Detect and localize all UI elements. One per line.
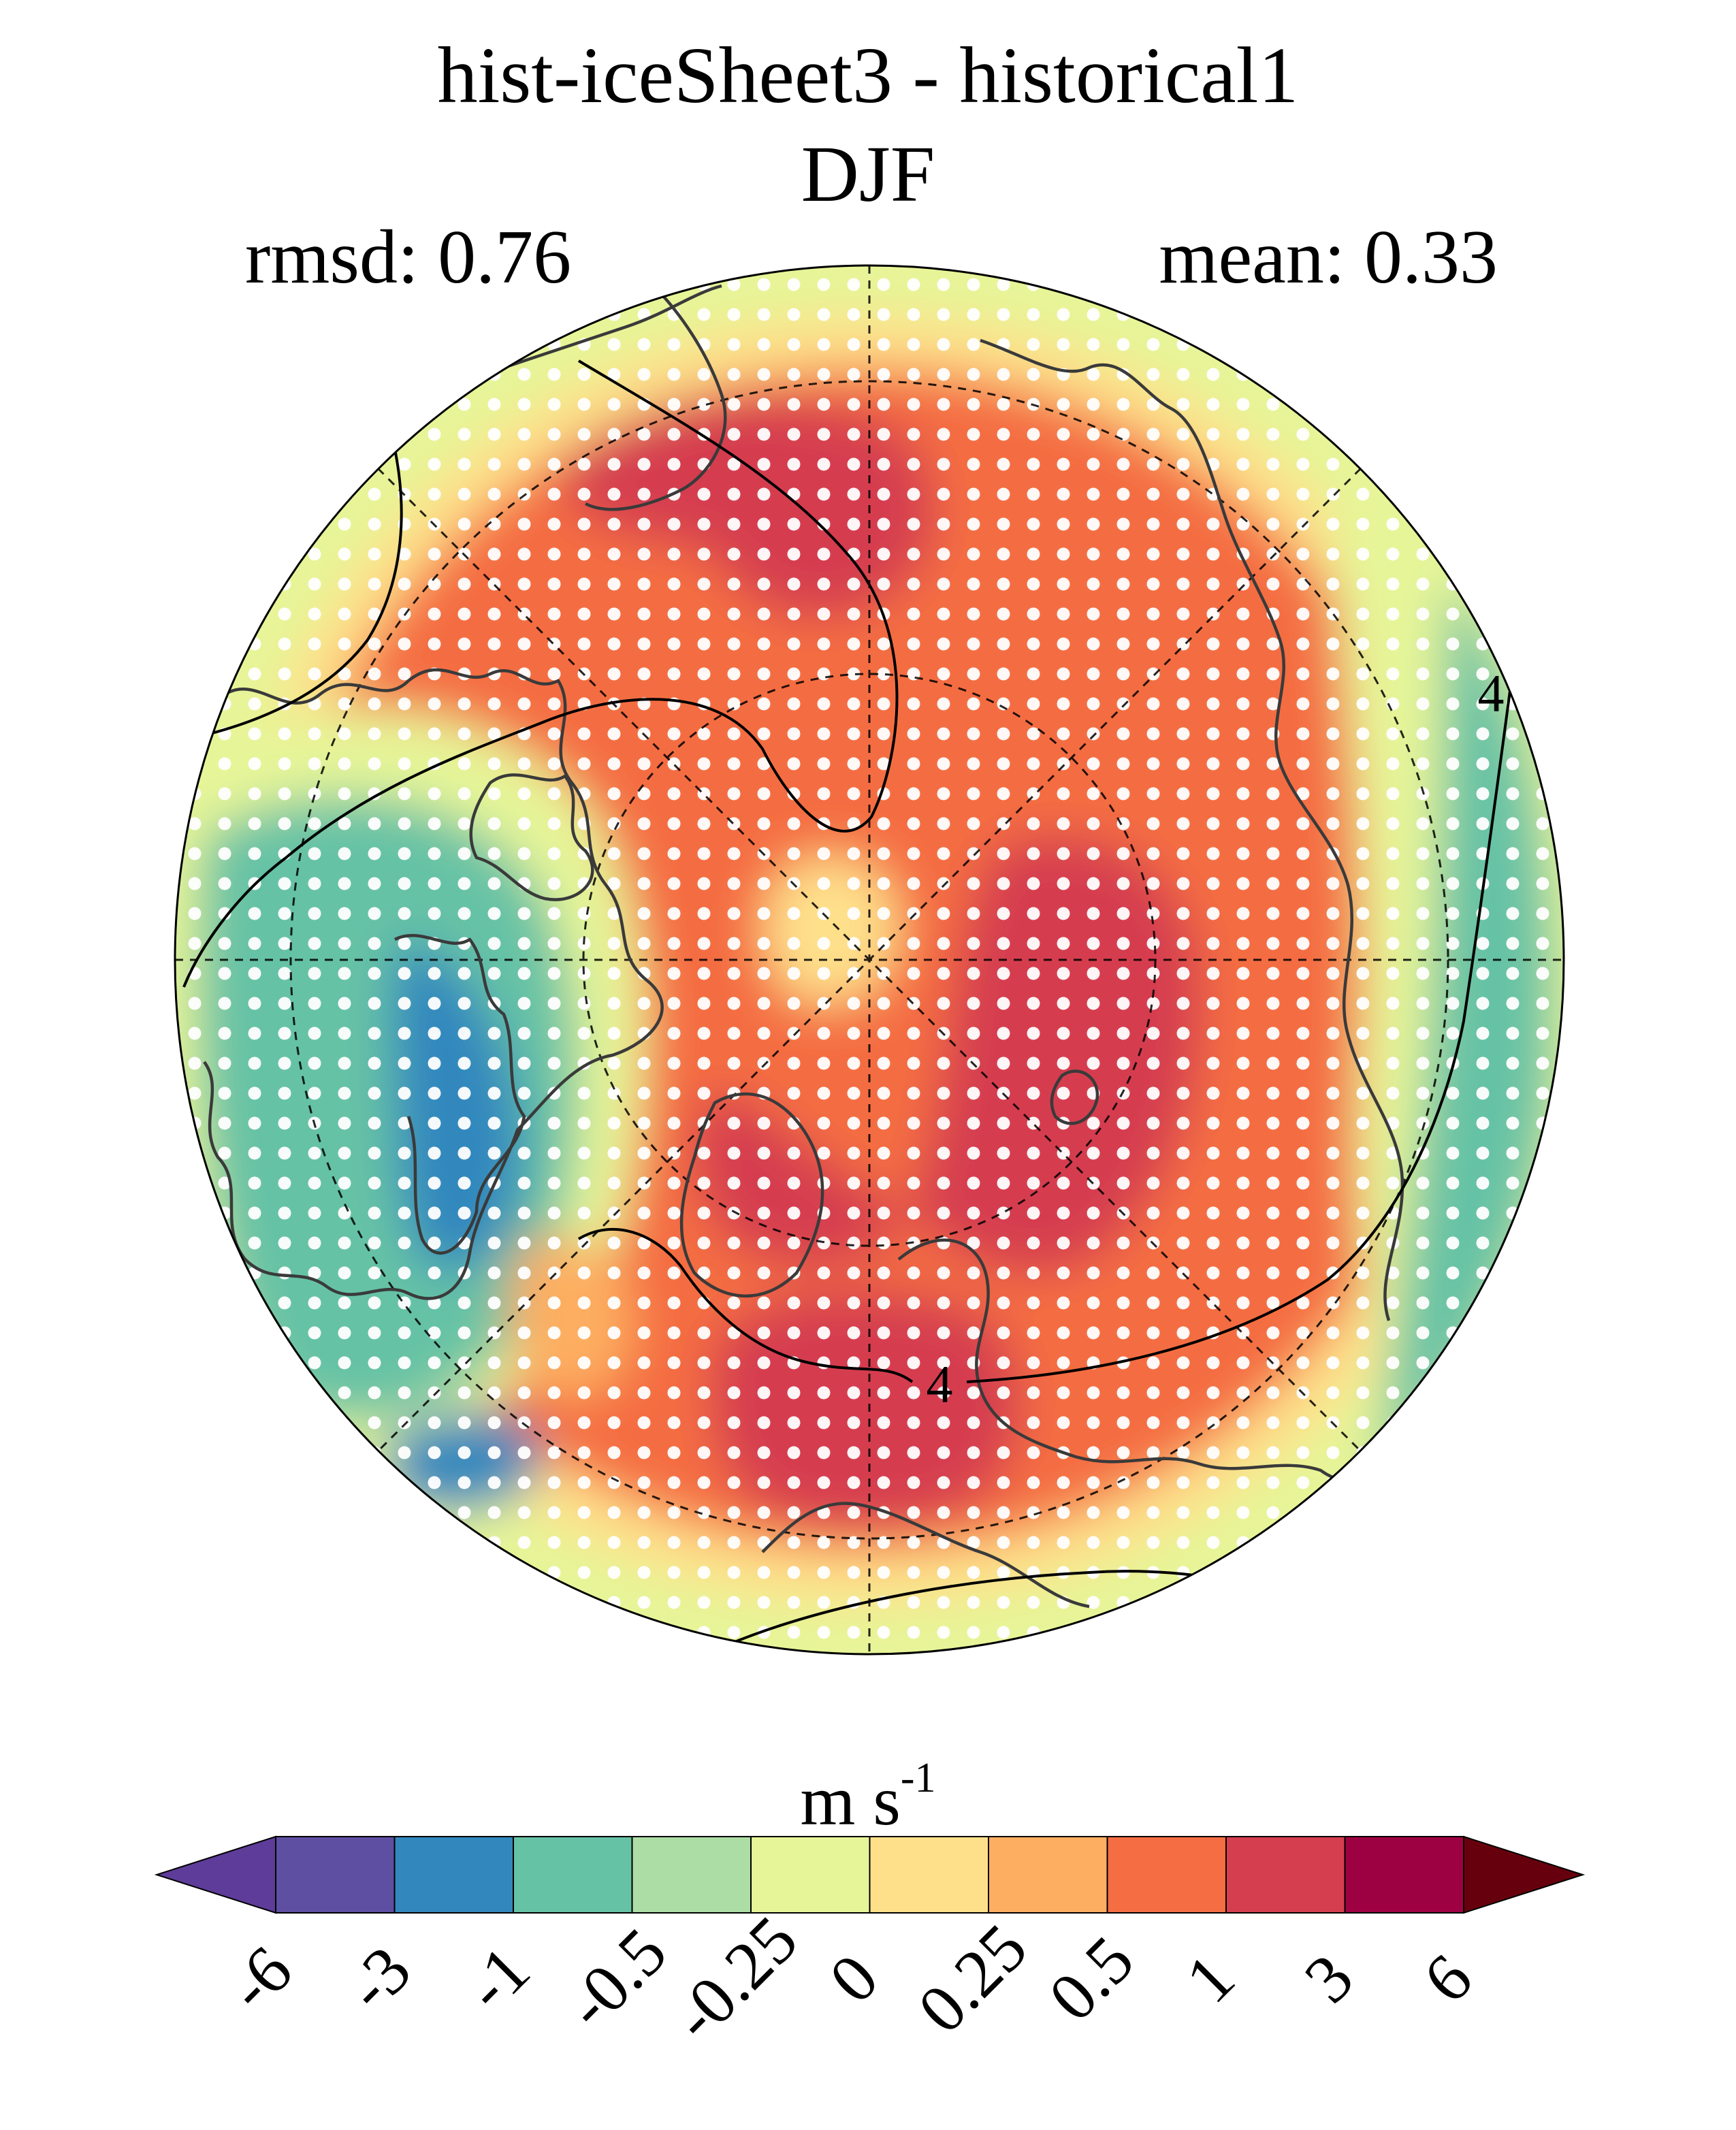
colorbar-tick-label: -1 — [451, 1932, 544, 2025]
coastlines — [203, 284, 1404, 1609]
colorbar-box — [275, 1836, 396, 1914]
coastline-hudson-bay — [393, 934, 526, 1255]
coastline-europe — [897, 1238, 1404, 1482]
coastline-scandinavia — [761, 1502, 1090, 1609]
coastline-archipelago — [469, 773, 594, 901]
colorbar-tick-label: 6 — [1409, 1939, 1486, 2017]
colorbar-extend-high — [1463, 1835, 1586, 1914]
rmsd-label: rmsd: 0.76 — [245, 215, 571, 300]
unit-base: m s — [800, 1762, 900, 1840]
colorbar-box — [1225, 1836, 1346, 1914]
colorbar-tick-label: 1 — [1171, 1939, 1249, 2017]
contour-label-south: 4 — [927, 1355, 953, 1414]
colorbar-tick-label: 0.5 — [1034, 1922, 1148, 2035]
colorbar-tick-label: 0.25 — [903, 1909, 1041, 2047]
colorbar-box — [1106, 1836, 1227, 1914]
contour-line-west — [204, 449, 403, 737]
colorbar-tick-label: -3 — [332, 1932, 425, 2025]
colorbar-box — [1344, 1836, 1464, 1914]
contour-line-north — [182, 359, 899, 988]
coastline-eurasia-arctic — [980, 338, 1404, 1321]
colorbar-extend-low — [154, 1835, 276, 1914]
contour-line-south — [577, 680, 1513, 1383]
colorbar: m s-1 -6 -3 -1 -0.5-0.25 0 0.250.5 1 3 6 — [154, 1755, 1586, 2055]
colorbar-box — [631, 1836, 752, 1914]
colorbar-unit-label: m s-1 — [800, 1755, 935, 1840]
colorbar-box — [393, 1836, 514, 1914]
colorbar-tick-label: 3 — [1290, 1939, 1368, 2017]
colorbar-tick-label: -0.25 — [658, 1901, 811, 2055]
colorbar-boxes — [154, 1835, 1586, 1914]
unit-exponent: -1 — [901, 1755, 936, 1801]
mean-label: mean: 0.33 — [1159, 215, 1498, 300]
colorbar-tick-label: -6 — [213, 1932, 306, 2025]
colorbar-box — [513, 1836, 633, 1914]
chart-subtitle-season: DJF — [801, 129, 935, 219]
coastline-north-america — [203, 668, 664, 1300]
chart-title: hist-iceSheet3 - historical1 — [438, 31, 1299, 120]
coastline-greenland — [679, 1092, 824, 1297]
colorbar-box — [750, 1836, 871, 1914]
map-boundary — [174, 264, 1565, 1656]
colorbar-ticks: -6 -3 -1 -0.5-0.25 0 0.250.5 1 3 6 — [213, 1901, 1487, 2055]
colorbar-box — [869, 1836, 989, 1914]
polar-map: 4 4 — [174, 264, 1565, 1656]
coastline-bering — [584, 285, 727, 511]
coastline-svalbard — [1050, 1069, 1099, 1125]
contour-label-east: 4 — [1478, 664, 1505, 723]
meridian-diagonal-b — [376, 467, 1362, 1453]
graticule — [175, 265, 1564, 1654]
colorbar-tick-label: 0 — [815, 1939, 893, 2017]
colorbar-tick-label: -0.5 — [551, 1914, 681, 2043]
colorbar-box — [988, 1836, 1108, 1914]
